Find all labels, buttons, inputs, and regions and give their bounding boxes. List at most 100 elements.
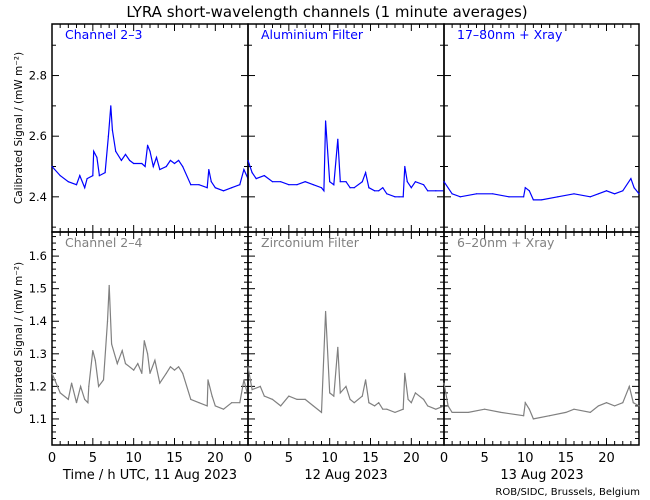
panel-frame bbox=[443, 231, 640, 446]
x-tick-label: 20 bbox=[207, 451, 224, 466]
data-point bbox=[443, 382, 445, 384]
data-point bbox=[222, 408, 225, 410]
data-point bbox=[146, 353, 149, 355]
data-point bbox=[573, 408, 575, 410]
series-line bbox=[247, 120, 444, 198]
data-point bbox=[210, 181, 212, 183]
data-point bbox=[271, 181, 274, 183]
data-point bbox=[467, 411, 469, 414]
data-point bbox=[288, 184, 290, 186]
data-point bbox=[414, 181, 417, 183]
data-point bbox=[524, 402, 526, 404]
data-point bbox=[475, 193, 478, 195]
x-tick-label: 10 bbox=[517, 451, 534, 466]
data-point bbox=[94, 359, 96, 361]
data-point bbox=[435, 408, 437, 410]
data-point bbox=[597, 405, 599, 407]
data-point bbox=[115, 150, 117, 152]
x-tick-label: 0 bbox=[440, 451, 448, 466]
data-point bbox=[632, 402, 634, 404]
data-point bbox=[353, 187, 355, 189]
data-point bbox=[404, 165, 406, 168]
data-point bbox=[59, 392, 61, 394]
data-point bbox=[59, 175, 61, 177]
data-point bbox=[365, 171, 367, 174]
y-tick-label: 1.4 bbox=[29, 314, 47, 328]
data-point bbox=[206, 405, 208, 407]
x-tick-label: 20 bbox=[598, 451, 615, 466]
data-point bbox=[402, 196, 404, 198]
x-tick-label: 5 bbox=[285, 451, 293, 466]
panel-frame bbox=[247, 23, 445, 233]
data-point bbox=[427, 190, 429, 192]
data-point bbox=[97, 385, 100, 387]
data-point bbox=[214, 405, 216, 407]
data-point bbox=[137, 362, 139, 365]
data-point bbox=[500, 411, 502, 414]
data-point bbox=[239, 184, 241, 186]
series-line bbox=[51, 285, 249, 410]
data-point bbox=[251, 171, 253, 174]
data-point bbox=[75, 402, 78, 404]
data-point bbox=[386, 193, 388, 195]
data-point bbox=[88, 385, 90, 387]
data-point bbox=[141, 162, 143, 165]
y-tick-label: 2.8 bbox=[29, 69, 47, 83]
data-point bbox=[447, 405, 449, 407]
data-point bbox=[159, 168, 161, 171]
data-point bbox=[106, 320, 109, 322]
data-point bbox=[398, 196, 400, 198]
data-point bbox=[557, 196, 559, 198]
data-point bbox=[296, 398, 298, 401]
data-point bbox=[589, 196, 591, 198]
data-point bbox=[407, 398, 409, 401]
x-tick-label: 5 bbox=[480, 451, 488, 466]
y-axis-label-top: Calibrated Signal / (mW m⁻²) bbox=[13, 52, 25, 204]
data-point bbox=[394, 411, 396, 414]
data-point bbox=[337, 138, 339, 140]
data-point bbox=[280, 405, 282, 407]
panel-frame bbox=[51, 231, 249, 446]
data-point bbox=[143, 340, 145, 342]
data-point bbox=[324, 120, 327, 122]
data-point bbox=[173, 369, 176, 371]
y-tick-label: 1.1 bbox=[29, 412, 47, 426]
data-point bbox=[177, 366, 180, 368]
data-point bbox=[532, 418, 534, 420]
data-point bbox=[51, 165, 53, 168]
credit-text: ROB/SIDC, Brussels, Belgium bbox=[495, 487, 640, 498]
data-point bbox=[378, 402, 380, 404]
data-point bbox=[67, 181, 69, 183]
data-point bbox=[394, 196, 396, 198]
data-point bbox=[116, 362, 118, 365]
series-line bbox=[443, 177, 640, 201]
data-point bbox=[312, 405, 314, 407]
data-point bbox=[108, 284, 110, 287]
data-point bbox=[451, 411, 453, 414]
data-point bbox=[149, 150, 151, 152]
y-axis-label-bottom: Calibrated Signal / (mW m⁻²) bbox=[13, 262, 25, 414]
data-point bbox=[251, 389, 253, 391]
data-point bbox=[247, 159, 249, 162]
panel-label: Zirconium Filter bbox=[261, 235, 360, 250]
data-point bbox=[231, 402, 233, 404]
data-point bbox=[459, 196, 461, 198]
data-point bbox=[214, 187, 216, 189]
data-point bbox=[324, 310, 327, 313]
y-tick-label: 2.4 bbox=[29, 190, 47, 204]
data-point bbox=[353, 402, 355, 404]
y-tick-label: 2.6 bbox=[29, 129, 47, 143]
data-point bbox=[410, 187, 412, 189]
series-line bbox=[247, 311, 445, 414]
data-point bbox=[339, 392, 341, 394]
data-point bbox=[149, 372, 151, 374]
data-point bbox=[288, 395, 290, 397]
data-point bbox=[597, 193, 599, 195]
data-point bbox=[206, 187, 208, 189]
data-point bbox=[263, 395, 265, 397]
data-point bbox=[565, 411, 567, 414]
data-point bbox=[528, 408, 530, 410]
data-point bbox=[133, 162, 135, 165]
data-point bbox=[414, 392, 417, 394]
